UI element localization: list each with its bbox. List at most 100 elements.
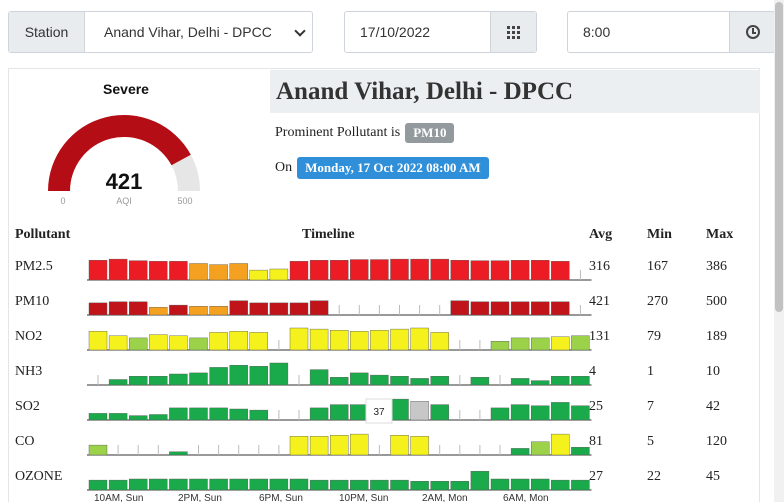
timeline-bar[interactable] — [531, 380, 550, 386]
timeline-bar[interactable] — [309, 328, 329, 351]
timeline-bar[interactable] — [410, 401, 429, 421]
timeline-bar[interactable] — [410, 436, 429, 456]
timeline-bar[interactable] — [410, 258, 429, 281]
timeline-bar[interactable] — [470, 260, 490, 281]
timeline-bar[interactable] — [128, 301, 148, 316]
timeline-bar[interactable] — [390, 328, 409, 351]
timeline-bar[interactable] — [490, 478, 510, 491]
timeline-bar[interactable] — [108, 258, 128, 281]
timeline-bar[interactable] — [249, 302, 269, 316]
timeline-bar[interactable] — [390, 479, 409, 491]
timeline-bar[interactable] — [209, 305, 228, 316]
timeline-bar[interactable] — [249, 332, 269, 351]
timeline-bar[interactable] — [229, 478, 248, 491]
timeline-bar[interactable] — [551, 402, 570, 421]
timeline-bar[interactable] — [149, 334, 168, 351]
timeline-bar[interactable] — [229, 408, 248, 421]
timeline-bar[interactable] — [370, 330, 389, 351]
timeline-bar[interactable] — [470, 471, 490, 491]
timeline-bar[interactable] — [531, 405, 550, 421]
timeline-bar[interactable] — [309, 259, 329, 281]
timeline-bar[interactable] — [430, 332, 449, 351]
timeline-bar[interactable] — [309, 407, 329, 421]
timeline-bar[interactable] — [531, 301, 550, 316]
timeline-bar[interactable] — [510, 478, 530, 491]
timeline-bar[interactable] — [88, 479, 108, 491]
timeline-bar[interactable] — [169, 451, 188, 456]
timeline-bar[interactable] — [551, 261, 570, 281]
timeline-bar[interactable] — [249, 269, 269, 281]
timeline-bar[interactable] — [330, 435, 349, 456]
timeline-bar[interactable] — [149, 307, 168, 316]
timeline-bar[interactable] — [229, 331, 248, 351]
timeline-bar[interactable] — [128, 260, 148, 281]
timeline-bar[interactable] — [551, 479, 570, 491]
scrollbar[interactable] — [774, 0, 784, 502]
timeline-bar[interactable] — [108, 413, 128, 421]
timeline-bar[interactable] — [309, 479, 329, 491]
timeline-bar[interactable] — [128, 337, 148, 351]
timeline-bar[interactable] — [571, 479, 590, 491]
timeline-bar[interactable] — [510, 259, 530, 281]
timeline-bar[interactable] — [470, 377, 490, 386]
station-select[interactable]: Anand Vihar, Delhi - DPCC — [85, 12, 312, 52]
timeline-bar[interactable] — [551, 433, 570, 456]
timeline-bar[interactable] — [209, 407, 228, 421]
timeline-bar[interactable] — [330, 404, 349, 421]
timeline-bar[interactable] — [390, 435, 409, 456]
timeline-bar[interactable] — [430, 481, 449, 491]
clock-button[interactable] — [729, 12, 775, 52]
timeline-bar[interactable] — [510, 337, 530, 351]
timeline-bar[interactable] — [289, 436, 309, 456]
timeline-bar[interactable] — [370, 479, 389, 491]
timeline-bar[interactable] — [209, 264, 228, 281]
timeline-bar[interactable] — [88, 331, 108, 351]
timeline-bar[interactable] — [289, 302, 309, 316]
timeline-bar[interactable] — [330, 479, 349, 491]
timeline-bar[interactable] — [551, 376, 570, 386]
timeline-bar[interactable] — [169, 407, 188, 421]
timeline-bar[interactable] — [330, 330, 349, 351]
timeline-bar[interactable] — [189, 337, 208, 351]
timeline-bar[interactable] — [510, 301, 530, 316]
timeline-bar[interactable] — [450, 259, 469, 281]
timeline-bar[interactable] — [149, 478, 168, 491]
timeline-bar[interactable] — [289, 261, 309, 281]
timeline-bar[interactable] — [490, 407, 510, 421]
timeline-bar[interactable] — [169, 261, 188, 281]
timeline-bar[interactable] — [350, 479, 369, 491]
timeline-bar[interactable] — [450, 300, 469, 316]
timeline-bar[interactable] — [309, 436, 329, 456]
timeline-bar[interactable] — [350, 372, 369, 386]
timeline-bar[interactable] — [289, 327, 309, 351]
timeline-bar[interactable] — [108, 379, 128, 386]
timeline-bar[interactable] — [88, 259, 108, 281]
timeline-bar[interactable] — [229, 300, 248, 316]
timeline-bar[interactable] — [571, 335, 590, 351]
timeline-bar[interactable] — [450, 481, 469, 491]
timeline-bar[interactable] — [209, 478, 228, 491]
timeline-bar[interactable] — [169, 304, 188, 316]
timeline-bar[interactable] — [169, 478, 188, 491]
date-input[interactable]: 17/10/2022 — [360, 24, 431, 40]
timeline-bar[interactable] — [249, 366, 269, 386]
timeline-bar[interactable] — [189, 478, 208, 491]
time-input[interactable]: 8:00 — [583, 24, 611, 40]
timeline-bar[interactable] — [470, 301, 490, 316]
timeline-bar[interactable] — [149, 376, 168, 386]
timeline-bar[interactable] — [571, 376, 590, 386]
timeline-bar[interactable] — [551, 336, 570, 351]
scrollbar-thumb[interactable] — [775, 2, 783, 312]
timeline-bar[interactable] — [209, 367, 228, 386]
calendar-button[interactable] — [490, 12, 536, 52]
timeline-bar[interactable] — [108, 301, 128, 316]
timeline-bar[interactable] — [169, 335, 188, 351]
timeline-bar[interactable] — [128, 478, 148, 491]
timeline-bar[interactable] — [88, 444, 108, 456]
timeline-bar[interactable] — [551, 301, 570, 316]
timeline-bar[interactable] — [571, 405, 590, 421]
timeline-bar[interactable] — [108, 479, 128, 491]
timeline-bar[interactable] — [128, 415, 148, 421]
timeline-bar[interactable] — [430, 376, 449, 386]
timeline-bar[interactable] — [330, 259, 349, 281]
